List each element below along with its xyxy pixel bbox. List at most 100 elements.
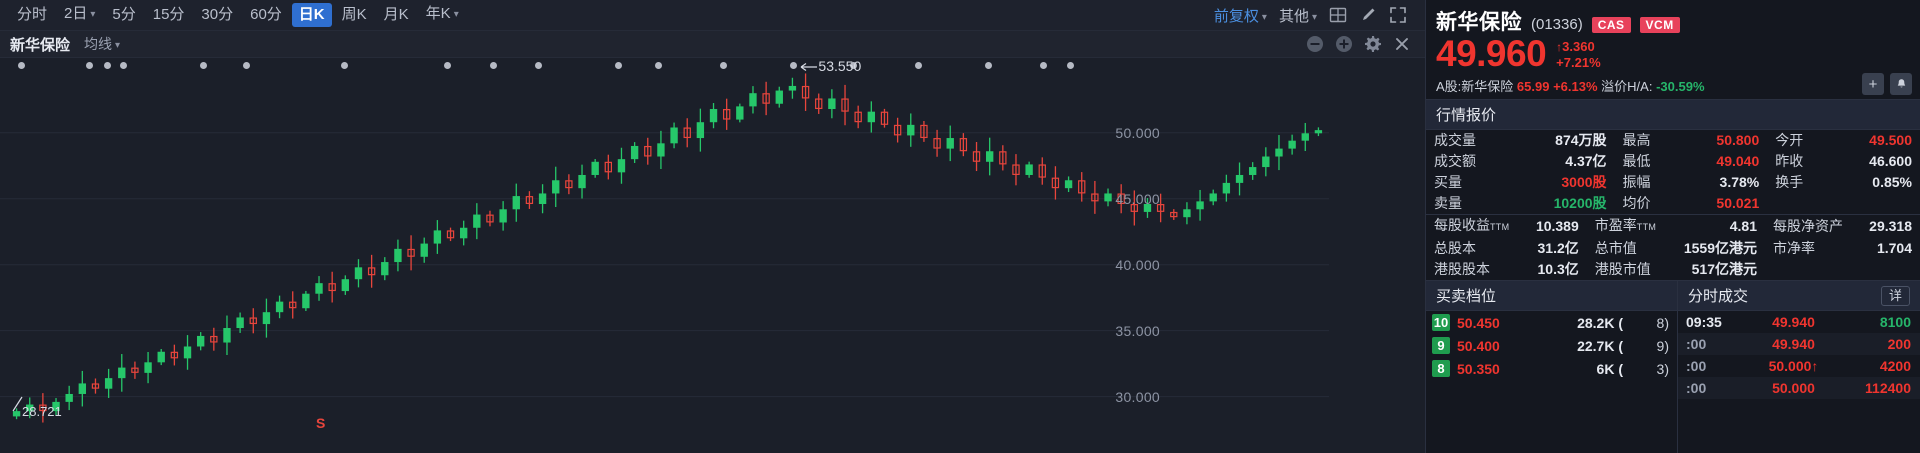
order-book-quantity: 28.2K ( <box>1577 314 1623 331</box>
chart-header-icons <box>1306 35 1415 53</box>
quote-row: 成交额 4.37亿 最低 49.040 昨收 46.600 <box>1426 151 1920 172</box>
timeframe-tab-6[interactable]: 日K <box>291 3 332 27</box>
event-dot[interactable] <box>535 62 542 69</box>
event-dot[interactable] <box>790 62 797 69</box>
order-book-price: 50.350 <box>1457 360 1500 377</box>
event-dot[interactable] <box>655 62 662 69</box>
order-book-row[interactable]: 8 50.350 6K (3) <box>1426 357 1677 380</box>
fullscreen-icon[interactable] <box>1389 6 1407 24</box>
quote-value-0-5: 49.500 <box>1869 132 1912 148</box>
tick-row[interactable]: :00 50.000 112400 <box>1678 377 1920 399</box>
fundamental-value-2-5 <box>1857 259 1920 280</box>
chart-toolbar: 分时 2日 ▾ 5分 15分 30分 60分 日K 周K 月K 年K ▾ 前复权 ▾ 其他 ▾ <box>0 0 1425 31</box>
plus-icon[interactable] <box>1335 35 1353 53</box>
low-annotation: 28.721 <box>22 404 62 420</box>
timeframe-tab-9[interactable]: 年K ▾ <box>419 2 466 28</box>
timeframe-tab-0[interactable]: 分时 <box>17 6 48 23</box>
event-dot[interactable] <box>341 62 348 69</box>
ttm-suffix: TTM <box>1490 222 1510 232</box>
y-axis-tick-4: 30.000 <box>1115 388 1160 405</box>
tick-row[interactable]: :00 50.000↑ 4200 <box>1678 355 1920 377</box>
fundamental-row: 每股收益TTM 10.389 市盈率TTM 4.81 每股净资产 29.318 <box>1426 215 1920 238</box>
quote-value-0-1: 874万股 <box>1555 132 1607 148</box>
event-dot[interactable] <box>915 62 922 69</box>
timeframe-tab-5[interactable]: 60分 <box>250 6 282 23</box>
event-dot[interactable] <box>18 62 25 69</box>
quote-panel: 新华保险 (01336) CAS VCM 49.960 ↑3.360 +7.21… <box>1425 0 1920 453</box>
timeframe-tab-3[interactable]: 15分 <box>152 6 185 23</box>
order-book-panel: 买卖档位 10 50.450 28.2K (8) 9 50.400 22.7K (9) 8 5… <box>1426 281 1678 453</box>
timeframe-tab-1[interactable]: 2日 ▾ <box>57 2 102 28</box>
event-dot[interactable] <box>200 62 207 69</box>
quote-value-2-3: 3.78% <box>1719 174 1760 190</box>
indicator-dropdown[interactable]: 均线 ▾ <box>84 34 120 54</box>
order-book-row[interactable]: 10 50.450 28.2K (8) <box>1426 311 1677 334</box>
quote-label-0-4: 今开 <box>1775 132 1804 148</box>
alert-bell-icon[interactable] <box>1890 73 1912 95</box>
grid-icon[interactable] <box>1329 6 1347 24</box>
chart-plot-area[interactable]: 50.000 45.000 40.000 35.000 30.000 53.550 28.… <box>0 58 1425 453</box>
order-book-level: 8 <box>1432 360 1450 377</box>
fundamental-label-1-2: 总市值 <box>1594 240 1637 256</box>
tick-row[interactable]: :00 49.940 200 <box>1678 333 1920 355</box>
gear-icon[interactable] <box>1364 35 1382 53</box>
timeframe-tab-4[interactable]: 30分 <box>201 6 234 23</box>
price-change-abs: ↑3.360 <box>1556 39 1600 55</box>
brush-icon[interactable] <box>1359 6 1377 24</box>
tick-price: 50.000 <box>1772 380 1815 396</box>
order-book-count: 9) <box>1656 337 1669 354</box>
timeframe-tab-8[interactable]: 月K <box>383 6 409 23</box>
event-dot[interactable] <box>86 62 93 69</box>
event-dot[interactable] <box>1040 62 1047 69</box>
event-dot[interactable] <box>1067 62 1074 69</box>
tick-detail-button[interactable]: 详 <box>1880 285 1910 306</box>
event-dot[interactable] <box>490 62 497 69</box>
fundamental-label-0-2: 市盈率TTM <box>1594 217 1657 233</box>
order-book-title: 买卖档位 <box>1426 281 1677 311</box>
arrow-up-icon: ↑ <box>1556 40 1563 54</box>
quote-section-title: 行情报价 <box>1426 99 1920 130</box>
quote-label-1-4: 昨收 <box>1775 153 1804 169</box>
quote-title-row: 新华保险 (01336) CAS VCM <box>1436 6 1910 36</box>
tag-vcm[interactable]: VCM <box>1639 17 1680 33</box>
minus-icon[interactable] <box>1306 35 1324 53</box>
close-icon[interactable] <box>1393 35 1411 53</box>
fundamental-value-1-5: 1.704 <box>1876 240 1912 256</box>
tick-price: 49.940 <box>1772 314 1815 330</box>
event-dot[interactable] <box>120 62 127 69</box>
order-book-row[interactable]: 9 50.400 22.7K (9) <box>1426 334 1677 357</box>
event-dot[interactable] <box>615 62 622 69</box>
timeframe-tab-7[interactable]: 周K <box>341 6 367 23</box>
event-dot[interactable] <box>985 62 992 69</box>
quote-label-1-2: 最低 <box>1622 153 1651 169</box>
event-dot[interactable] <box>444 62 451 69</box>
quote-value-2-1: 3000股 <box>1561 174 1607 190</box>
event-dot[interactable] <box>243 62 250 69</box>
add-to-watchlist-button[interactable]: + <box>1862 73 1884 95</box>
other-dropdown[interactable]: 其他 ▾ <box>1279 5 1317 26</box>
high-annotation-value: 53.550 <box>818 58 862 74</box>
adjust-label: 前复权 <box>1213 7 1259 25</box>
indicator-label: 均线 <box>84 36 113 52</box>
chart-pane: 分时 2日 ▾ 5分 15分 30分 60分 日K 周K 月K 年K ▾ 前复权 ▾ 其他 ▾ 新华保险 … <box>0 0 1425 453</box>
tick-feed-title: 分时成交 详 <box>1678 281 1920 311</box>
low-annotation-pointer <box>10 395 24 418</box>
tick-feed-rows: 09:35 49.940 8100:00 49.940 200:00 50.000↑ 420… <box>1678 311 1920 399</box>
event-dot[interactable] <box>720 62 727 69</box>
y-axis-tick-1: 45.000 <box>1115 190 1160 207</box>
related-price: 65.99 <box>1516 79 1550 94</box>
candlestick-chart[interactable] <box>0 58 1425 453</box>
order-book-count: 3) <box>1656 360 1669 377</box>
quote-label-3-0: 卖量 <box>1434 195 1462 211</box>
quote-value-2-5: 0.85% <box>1872 174 1912 190</box>
adjust-dropdown[interactable]: 前复权 ▾ <box>1214 5 1267 26</box>
event-dot[interactable] <box>104 62 111 69</box>
event-dot[interactable] <box>850 62 857 69</box>
tag-cas[interactable]: CAS <box>1591 17 1631 33</box>
quote-row: 成交量 874万股 最高 50.800 今开 49.500 <box>1426 130 1920 151</box>
timeframe-tab-2[interactable]: 5分 <box>112 6 136 23</box>
tick-row[interactable]: 09:35 49.940 8100 <box>1678 311 1920 333</box>
order-book-rows: 10 50.450 28.2K (8) 9 50.400 22.7K (9) 8 50.350… <box>1426 311 1677 380</box>
order-book-title-label: 买卖档位 <box>1436 288 1497 305</box>
tick-volume: 8100 <box>1879 314 1911 330</box>
